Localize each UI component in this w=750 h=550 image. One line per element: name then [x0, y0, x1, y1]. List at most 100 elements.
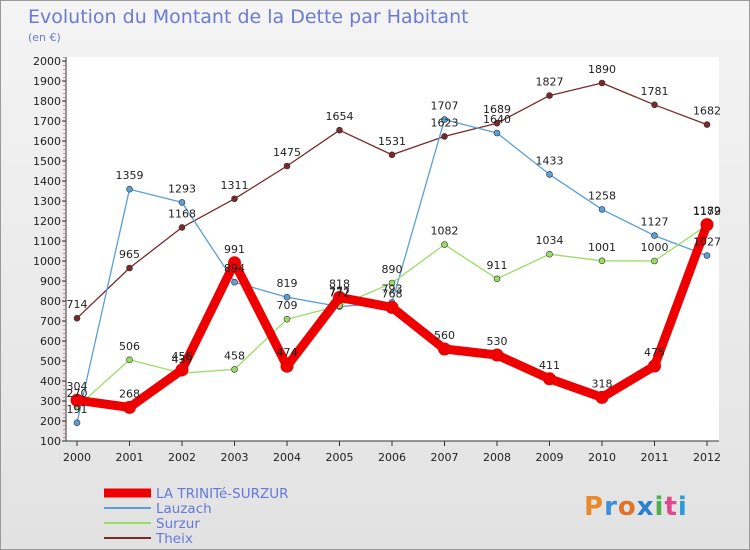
x-tick-label: 2002 [168, 451, 196, 464]
data-label: 1433 [536, 154, 564, 167]
x-tick-label: 2010 [588, 451, 616, 464]
data-point [280, 359, 294, 373]
y-tick-label: 700 [40, 315, 61, 328]
data-label: 474 [277, 346, 298, 359]
data-point [598, 206, 606, 213]
y-tick-label: 1400 [33, 175, 61, 188]
data-point [126, 185, 133, 193]
data-label: 458 [224, 349, 245, 362]
y-tick-label: 1500 [33, 155, 61, 168]
y-tick-label: 1200 [33, 215, 61, 228]
data-point [283, 293, 291, 301]
data-point [546, 171, 553, 178]
data-label: 318 [592, 377, 613, 390]
logo-letter: r [604, 492, 618, 522]
y-tick-label: 500 [40, 355, 61, 368]
data-label: 965 [119, 248, 140, 261]
y-tick-label: 1900 [33, 75, 61, 88]
data-label: 1531 [378, 135, 406, 148]
data-point [648, 359, 661, 373]
x-tick-label: 2000 [63, 451, 91, 464]
data-point [493, 119, 501, 127]
y-tick-label: 1700 [33, 115, 61, 128]
logo-letter: i [677, 492, 688, 522]
logo-letter: i [654, 492, 665, 522]
data-label: 1827 [536, 76, 564, 89]
data-point [126, 264, 133, 272]
data-label: 991 [224, 243, 245, 256]
y-tick-label: 1300 [33, 195, 61, 208]
x-tick-label: 2011 [641, 451, 669, 464]
data-label: 1623 [431, 116, 459, 129]
logo-letter: x [636, 492, 655, 522]
data-label: 268 [119, 387, 140, 400]
logo-letter: P [584, 492, 605, 522]
series-group [70, 79, 714, 427]
data-label: 1182 [693, 205, 721, 218]
data-point [231, 366, 238, 373]
chart-subtitle: (en €) [28, 31, 61, 44]
legend-label-0: LA TRINITé-SURZUR [156, 486, 289, 502]
x-tick-label: 2001 [116, 451, 144, 464]
x-tick-label: 2009 [536, 451, 564, 464]
data-point [493, 275, 501, 283]
logo-letter: o [617, 492, 637, 522]
data-point [441, 133, 448, 140]
logo-letter: t [664, 492, 678, 522]
y-tick-label: 2000 [33, 55, 61, 68]
data-label: 819 [277, 277, 298, 290]
data-point [493, 129, 501, 137]
data-label: 1293 [168, 182, 196, 195]
data-label: 1682 [693, 105, 721, 118]
data-label: 1082 [431, 225, 459, 238]
data-point [231, 278, 238, 286]
data-point [175, 363, 189, 377]
data-label: 191 [67, 403, 88, 416]
data-point [231, 195, 238, 203]
data-label: 1034 [536, 234, 564, 247]
data-label: 793 [382, 282, 403, 295]
chart-title: Evolution du Montant de la Dette par Hab… [28, 6, 469, 28]
x-tick-label: 2008 [483, 451, 511, 464]
y-tick-label: 1000 [33, 255, 61, 268]
data-label: 1027 [693, 236, 721, 249]
data-point [441, 241, 448, 248]
data-label: 1707 [431, 100, 459, 113]
data-point [388, 151, 396, 159]
y-tick-label: 900 [40, 275, 61, 288]
data-point [598, 257, 606, 265]
y-tick-label: 1800 [33, 95, 61, 108]
y-tick-label: 100 [40, 435, 61, 448]
y-tick-label: 400 [40, 375, 61, 388]
data-point [126, 356, 133, 364]
data-point [490, 348, 504, 362]
data-point [651, 257, 658, 265]
data-point [438, 342, 451, 356]
data-label: 1689 [483, 103, 511, 116]
data-label: 439 [172, 353, 193, 366]
data-point [598, 79, 606, 87]
x-tick-label: 2006 [378, 451, 406, 464]
data-label: 714 [67, 298, 88, 311]
data-label: 1000 [641, 241, 669, 254]
data-label: 1654 [326, 110, 354, 123]
data-label: 772 [329, 287, 350, 300]
data-label: 911 [487, 259, 508, 272]
data-label: 890 [382, 263, 403, 276]
data-label: 270 [67, 387, 88, 400]
data-label: 1258 [588, 189, 616, 202]
data-label: 560 [434, 329, 455, 342]
data-label: 1475 [273, 146, 301, 159]
data-point [388, 279, 396, 287]
data-label: 1168 [168, 207, 196, 220]
data-label: 1359 [116, 169, 144, 182]
x-tick-label: 2003 [221, 451, 249, 464]
data-point [651, 101, 658, 109]
data-label: 1127 [641, 216, 669, 229]
data-label: 1890 [588, 63, 616, 76]
data-labels: 304 268 456 991 474 818 768 560 530 411 318 475 1182… [67, 63, 722, 416]
data-label: 304 [67, 380, 88, 393]
y-tick-label: 300 [40, 395, 61, 408]
